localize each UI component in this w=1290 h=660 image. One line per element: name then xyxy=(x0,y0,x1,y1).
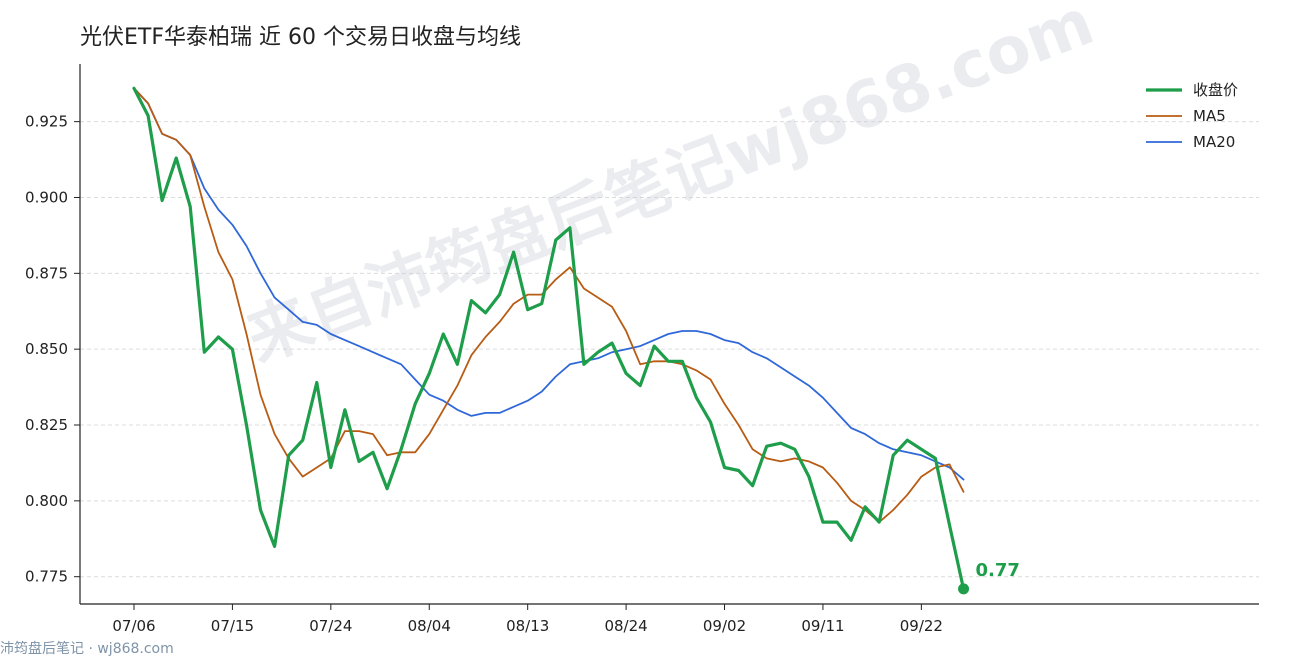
last-close-label: 0.77 xyxy=(976,560,1020,581)
x-tick-label: 09/22 xyxy=(900,617,943,635)
footer-credit: 沛筠盘后笔记 · wj868.com xyxy=(0,640,174,657)
watermark: 来自沛筠盘后笔记wj868.com xyxy=(237,0,1103,377)
y-tick-label: 0.875 xyxy=(25,264,68,282)
x-ticks: 07/06 07/15 07/24 08/04 08/13 08/24 09/02 09/11… xyxy=(112,604,943,635)
legend: 收盘价 MA5 MA20 xyxy=(1146,81,1238,151)
x-tick-label: 08/24 xyxy=(604,617,647,635)
x-tick-label: 07/15 xyxy=(211,617,254,635)
ma5-line xyxy=(133,87,965,523)
x-tick-label: 07/24 xyxy=(309,617,352,635)
x-tick-label: 09/11 xyxy=(801,617,844,635)
x-tick-label: 09/02 xyxy=(703,617,746,635)
y-tick-label: 0.925 xyxy=(25,113,68,131)
axes xyxy=(79,64,1259,605)
gridlines xyxy=(80,121,1259,578)
close-price-line xyxy=(132,86,966,591)
y-tick-label: 0.800 xyxy=(25,492,68,510)
ma20-line xyxy=(133,87,965,481)
last-close-marker xyxy=(958,583,970,595)
legend-label: MA5 xyxy=(1193,107,1226,125)
y-tick-label: 0.900 xyxy=(25,188,68,206)
y-ticks: 0.775 0.800 0.825 0.850 0.875 0.900 0.925 xyxy=(25,113,80,586)
y-tick-label: 0.775 xyxy=(25,568,68,586)
y-tick-label: 0.825 xyxy=(25,416,68,434)
series-lines xyxy=(132,86,966,591)
x-tick-label: 08/13 xyxy=(506,617,549,635)
legend-label: 收盘价 xyxy=(1193,81,1238,99)
chart-title: 光伏ETF华泰柏瑞 近 60 个交易日收盘与均线 xyxy=(80,25,521,50)
x-tick-label: 07/06 xyxy=(112,617,155,635)
legend-label: MA20 xyxy=(1193,133,1235,151)
y-tick-label: 0.850 xyxy=(25,340,68,358)
x-tick-label: 08/04 xyxy=(408,617,451,635)
